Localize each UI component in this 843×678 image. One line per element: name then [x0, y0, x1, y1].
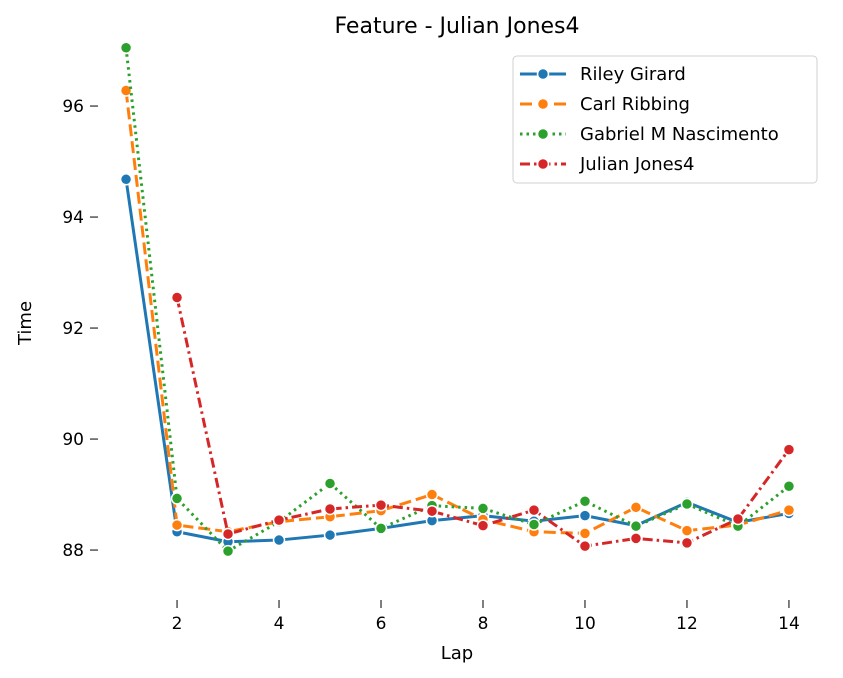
data-point — [527, 518, 541, 531]
series-4 — [170, 291, 796, 553]
legend-item: Julian Jones4 — [520, 154, 695, 175]
x-tick-label: 2 — [172, 614, 183, 634]
data-point — [425, 488, 439, 501]
data-point — [119, 84, 133, 97]
x-tick-label: 12 — [676, 614, 698, 634]
data-point — [578, 494, 592, 508]
data-point — [170, 518, 184, 532]
data-point — [374, 522, 388, 535]
x-tick-label: 14 — [778, 614, 800, 634]
series-line — [124, 179, 790, 544]
y-tick-label: 88 — [62, 541, 84, 561]
data-point — [782, 443, 796, 456]
series-layer — [119, 41, 796, 558]
data-point — [425, 504, 439, 518]
legend-swatch-marker — [536, 127, 550, 141]
data-point — [527, 503, 541, 517]
data-point — [119, 41, 133, 55]
legend-item: Gabriel M Nascimento — [520, 124, 779, 145]
data-point — [374, 498, 388, 512]
data-point — [782, 503, 796, 517]
y-axis-label: Time — [15, 301, 36, 346]
data-point — [323, 528, 337, 542]
legend-item: Riley Girard — [520, 64, 686, 85]
data-point — [170, 492, 184, 505]
y-tick-label: 90 — [62, 430, 84, 450]
legend-item: Carl Ribbing — [520, 94, 690, 115]
data-point — [731, 512, 745, 526]
data-point — [476, 519, 490, 532]
legend-frame — [512, 55, 818, 184]
series-3 — [119, 41, 796, 558]
y-tick-label: 96 — [62, 97, 84, 117]
data-point — [119, 173, 133, 186]
series-1 — [119, 173, 796, 548]
y-tick-label: 92 — [62, 319, 84, 339]
x-tick-label: 10 — [574, 614, 596, 634]
data-point — [323, 477, 337, 490]
x-axis: 2 4 6 8 10 12 14 — [172, 600, 800, 634]
x-tick-label: 8 — [478, 614, 489, 634]
data-point — [272, 533, 286, 547]
data-point — [680, 536, 694, 550]
data-point — [221, 527, 235, 541]
y-axis: 88 90 92 94 96 — [62, 97, 98, 561]
x-axis-label: Lap — [441, 643, 473, 664]
legend-label: Julian Jones4 — [579, 154, 695, 175]
data-point — [272, 513, 286, 527]
data-point — [170, 291, 184, 304]
data-point — [578, 509, 592, 522]
x-tick-label: 6 — [376, 614, 387, 634]
data-point — [629, 501, 643, 514]
data-point — [629, 519, 643, 533]
data-point — [323, 502, 337, 516]
data-point — [476, 502, 490, 515]
legend: Riley Girard Carl Ribbing Gabriel M Nascim… — [512, 55, 818, 184]
data-point — [578, 539, 592, 553]
x-tick-label: 4 — [274, 614, 285, 634]
data-point — [629, 532, 643, 545]
y-tick-label: 94 — [62, 208, 84, 228]
data-point — [680, 524, 694, 537]
data-point — [680, 497, 694, 511]
legend-label: Riley Girard — [580, 64, 686, 85]
legend-swatch-marker — [536, 67, 550, 81]
legend-swatch-marker — [536, 157, 550, 171]
legend-swatch-marker — [536, 97, 550, 111]
legend-label: Carl Ribbing — [580, 94, 690, 115]
series-line — [124, 90, 790, 535]
data-point — [578, 527, 592, 540]
data-point — [782, 479, 796, 493]
data-point — [221, 544, 235, 558]
legend-label: Gabriel M Nascimento — [580, 124, 779, 145]
chart-title: Feature - Julian Jones4 — [334, 14, 579, 39]
